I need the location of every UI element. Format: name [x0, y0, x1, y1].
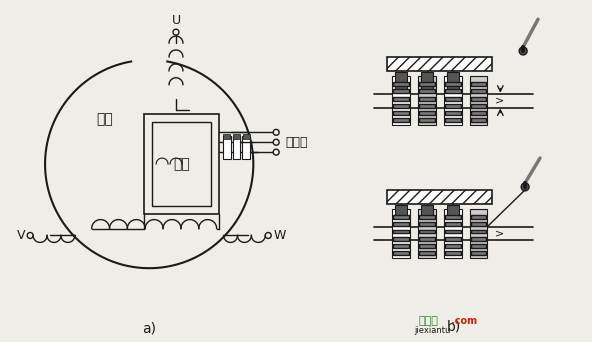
Bar — [471, 222, 487, 226]
Bar — [393, 251, 409, 255]
Bar — [418, 209, 436, 258]
Bar — [223, 134, 230, 139]
Bar — [419, 215, 435, 219]
Bar — [419, 237, 435, 241]
Bar — [393, 118, 409, 122]
Bar — [387, 190, 493, 204]
Bar — [395, 205, 407, 216]
Bar — [152, 122, 211, 206]
Bar — [445, 222, 461, 226]
Bar — [421, 205, 433, 216]
Circle shape — [265, 233, 271, 238]
Bar — [419, 111, 435, 115]
Bar — [445, 244, 461, 248]
Bar — [447, 72, 459, 92]
Text: b): b) — [446, 320, 461, 334]
Bar — [444, 76, 462, 126]
Bar — [419, 89, 435, 93]
Circle shape — [273, 149, 279, 155]
Bar — [419, 96, 435, 101]
Bar — [419, 244, 435, 248]
Bar — [243, 134, 250, 139]
Bar — [421, 72, 433, 92]
Bar — [419, 104, 435, 108]
Bar — [471, 104, 487, 108]
Text: 接线图: 接线图 — [419, 316, 439, 326]
Bar — [243, 136, 250, 159]
Bar — [471, 229, 487, 234]
Circle shape — [521, 183, 529, 191]
Circle shape — [27, 233, 33, 238]
Bar — [418, 76, 436, 126]
Bar — [393, 222, 409, 226]
Text: W: W — [273, 229, 285, 242]
Bar — [233, 136, 240, 159]
Bar — [445, 111, 461, 115]
Bar — [419, 222, 435, 226]
Bar — [419, 82, 435, 86]
Text: .com: .com — [451, 316, 477, 326]
Bar — [392, 76, 410, 126]
Bar — [445, 251, 461, 255]
Text: 集电环: 集电环 — [285, 136, 308, 149]
Bar — [393, 237, 409, 241]
Bar — [471, 111, 487, 115]
Bar — [445, 215, 461, 219]
Bar — [445, 229, 461, 234]
Bar — [223, 136, 230, 159]
Bar — [445, 82, 461, 86]
Bar — [445, 118, 461, 122]
Bar — [471, 96, 487, 101]
Bar — [393, 104, 409, 108]
Bar — [471, 237, 487, 241]
Text: >: > — [494, 95, 504, 106]
Bar — [469, 209, 487, 258]
Bar — [471, 118, 487, 122]
Bar — [447, 205, 459, 216]
Bar — [393, 244, 409, 248]
Bar — [419, 251, 435, 255]
Bar — [471, 244, 487, 248]
Circle shape — [273, 129, 279, 135]
Bar — [471, 89, 487, 93]
Text: 定子: 定子 — [96, 113, 113, 127]
Text: jiexiantu: jiexiantu — [414, 326, 451, 335]
Circle shape — [273, 139, 279, 145]
Bar — [471, 82, 487, 86]
Bar — [471, 215, 487, 219]
Bar — [395, 72, 407, 92]
Text: a): a) — [142, 322, 156, 336]
Bar — [419, 118, 435, 122]
Bar — [144, 115, 218, 214]
Bar — [444, 209, 462, 258]
Bar — [393, 229, 409, 234]
Text: U: U — [172, 14, 181, 27]
Bar — [393, 82, 409, 86]
Circle shape — [173, 29, 179, 35]
Bar — [387, 57, 493, 71]
Text: V: V — [17, 229, 25, 242]
Bar — [393, 96, 409, 101]
Bar — [392, 209, 410, 258]
Text: >: > — [494, 228, 504, 238]
Bar — [419, 229, 435, 234]
Circle shape — [519, 47, 527, 55]
Bar — [445, 89, 461, 93]
Bar — [471, 251, 487, 255]
Bar — [445, 237, 461, 241]
Bar — [233, 134, 240, 139]
Bar — [445, 96, 461, 101]
Bar — [393, 215, 409, 219]
Bar — [469, 76, 487, 126]
Bar — [393, 111, 409, 115]
Text: 转子: 转子 — [173, 157, 190, 171]
Bar — [393, 89, 409, 93]
Bar — [445, 104, 461, 108]
